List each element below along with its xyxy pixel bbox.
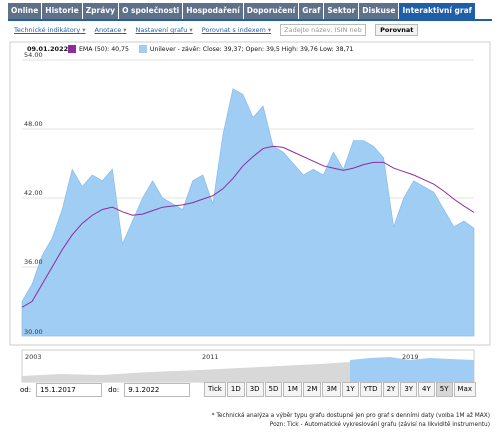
legend-label: Unilever - závěr: Close: 39,37; Open: 39… [150, 45, 353, 53]
range-button[interactable]: 5D [264, 382, 283, 397]
tab[interactable]: Zprávy [82, 3, 119, 19]
ema-line [21, 145, 475, 308]
legend-label: EMA (50): 40,75 [79, 46, 129, 53]
range-button[interactable]: 4Y [418, 382, 435, 397]
legend-swatch [68, 45, 76, 53]
tab[interactable]: Diskuse [359, 3, 399, 19]
tab[interactable]: Doporučení [243, 3, 299, 19]
range-button[interactable]: 3M [322, 382, 341, 397]
tab[interactable]: Graf [299, 3, 324, 19]
note: Pozn: Tick - Automatické vykreslování gr… [269, 422, 490, 428]
toolbar-link[interactable]: Technické indikátory [14, 26, 86, 34]
toolbar-link[interactable]: Porovnat s indexem [202, 26, 271, 34]
y-tick-label: 30.00 [24, 328, 43, 336]
range-button[interactable]: 5Y [435, 382, 453, 397]
legend-swatch [138, 45, 147, 53]
range-button[interactable]: 1M [283, 382, 302, 397]
y-tick-label: 54.00 [24, 51, 43, 59]
y-tick-label: 42.00 [24, 189, 43, 197]
compare-button[interactable]: Porovnat [375, 24, 419, 36]
y-tick-label: 48.00 [24, 120, 43, 128]
toolbar-link[interactable]: Nastavení grafu [136, 26, 193, 34]
from-label: od: [20, 385, 32, 394]
toolbar: Technické indikátory Anotace Nastavení gra… [14, 24, 419, 36]
toolbar-link[interactable]: Anotace [95, 26, 127, 34]
legend-date: 09.01.2022 [27, 45, 68, 53]
to-input[interactable]: 9.1.2022 [124, 382, 191, 397]
range-button[interactable]: 1D [226, 382, 245, 397]
tab[interactable]: O společnosti [119, 3, 183, 19]
range-button[interactable]: 1Y [341, 382, 359, 397]
tab-bar: Online Historie Zprávy O společnosti Hospoda… [8, 3, 492, 21]
notes: * Technická analýza a výběr typu grafu d… [212, 412, 490, 430]
range-button[interactable]: 2Y [382, 382, 400, 397]
range-button[interactable]: Max [453, 382, 476, 397]
navigator-label: 2019 [402, 353, 419, 361]
y-tick-label: 36.00 [24, 258, 43, 266]
navigator-label: 2003 [25, 353, 42, 361]
range-button[interactable]: Tick [203, 382, 226, 397]
tab[interactable]: Historie [42, 3, 82, 19]
search-input[interactable]: Zadejte název, ISIN neb [280, 24, 367, 36]
range-button[interactable]: 3D [245, 382, 264, 397]
range-buttons: Tick 1D 3D 5D 1M 2M 3M 1Y YTD 2Y 3Y 4Y 5Y Max [203, 382, 476, 397]
tab[interactable]: Interaktivní graf [399, 3, 475, 19]
to-label: do: [108, 385, 120, 394]
tab[interactable]: Sektor [324, 3, 359, 19]
range-bar: od: 15.1.2017 do: 9.1.2022 Tick 1D 3D 5D 1M 2… [20, 382, 476, 397]
from-input[interactable]: 15.1.2017 [36, 382, 103, 397]
navigator-label: 2011 [202, 353, 219, 361]
range-button[interactable]: YTD [359, 382, 382, 397]
navigator-selection [350, 357, 474, 382]
range-button[interactable]: 2M [302, 382, 322, 397]
range-button[interactable]: 3Y [400, 382, 418, 397]
note: * Technická analýza a výběr typu grafu d… [211, 413, 490, 419]
price-area [21, 88, 475, 337]
tab[interactable]: Online [8, 3, 42, 19]
tab[interactable]: Hospodaření [183, 3, 243, 19]
